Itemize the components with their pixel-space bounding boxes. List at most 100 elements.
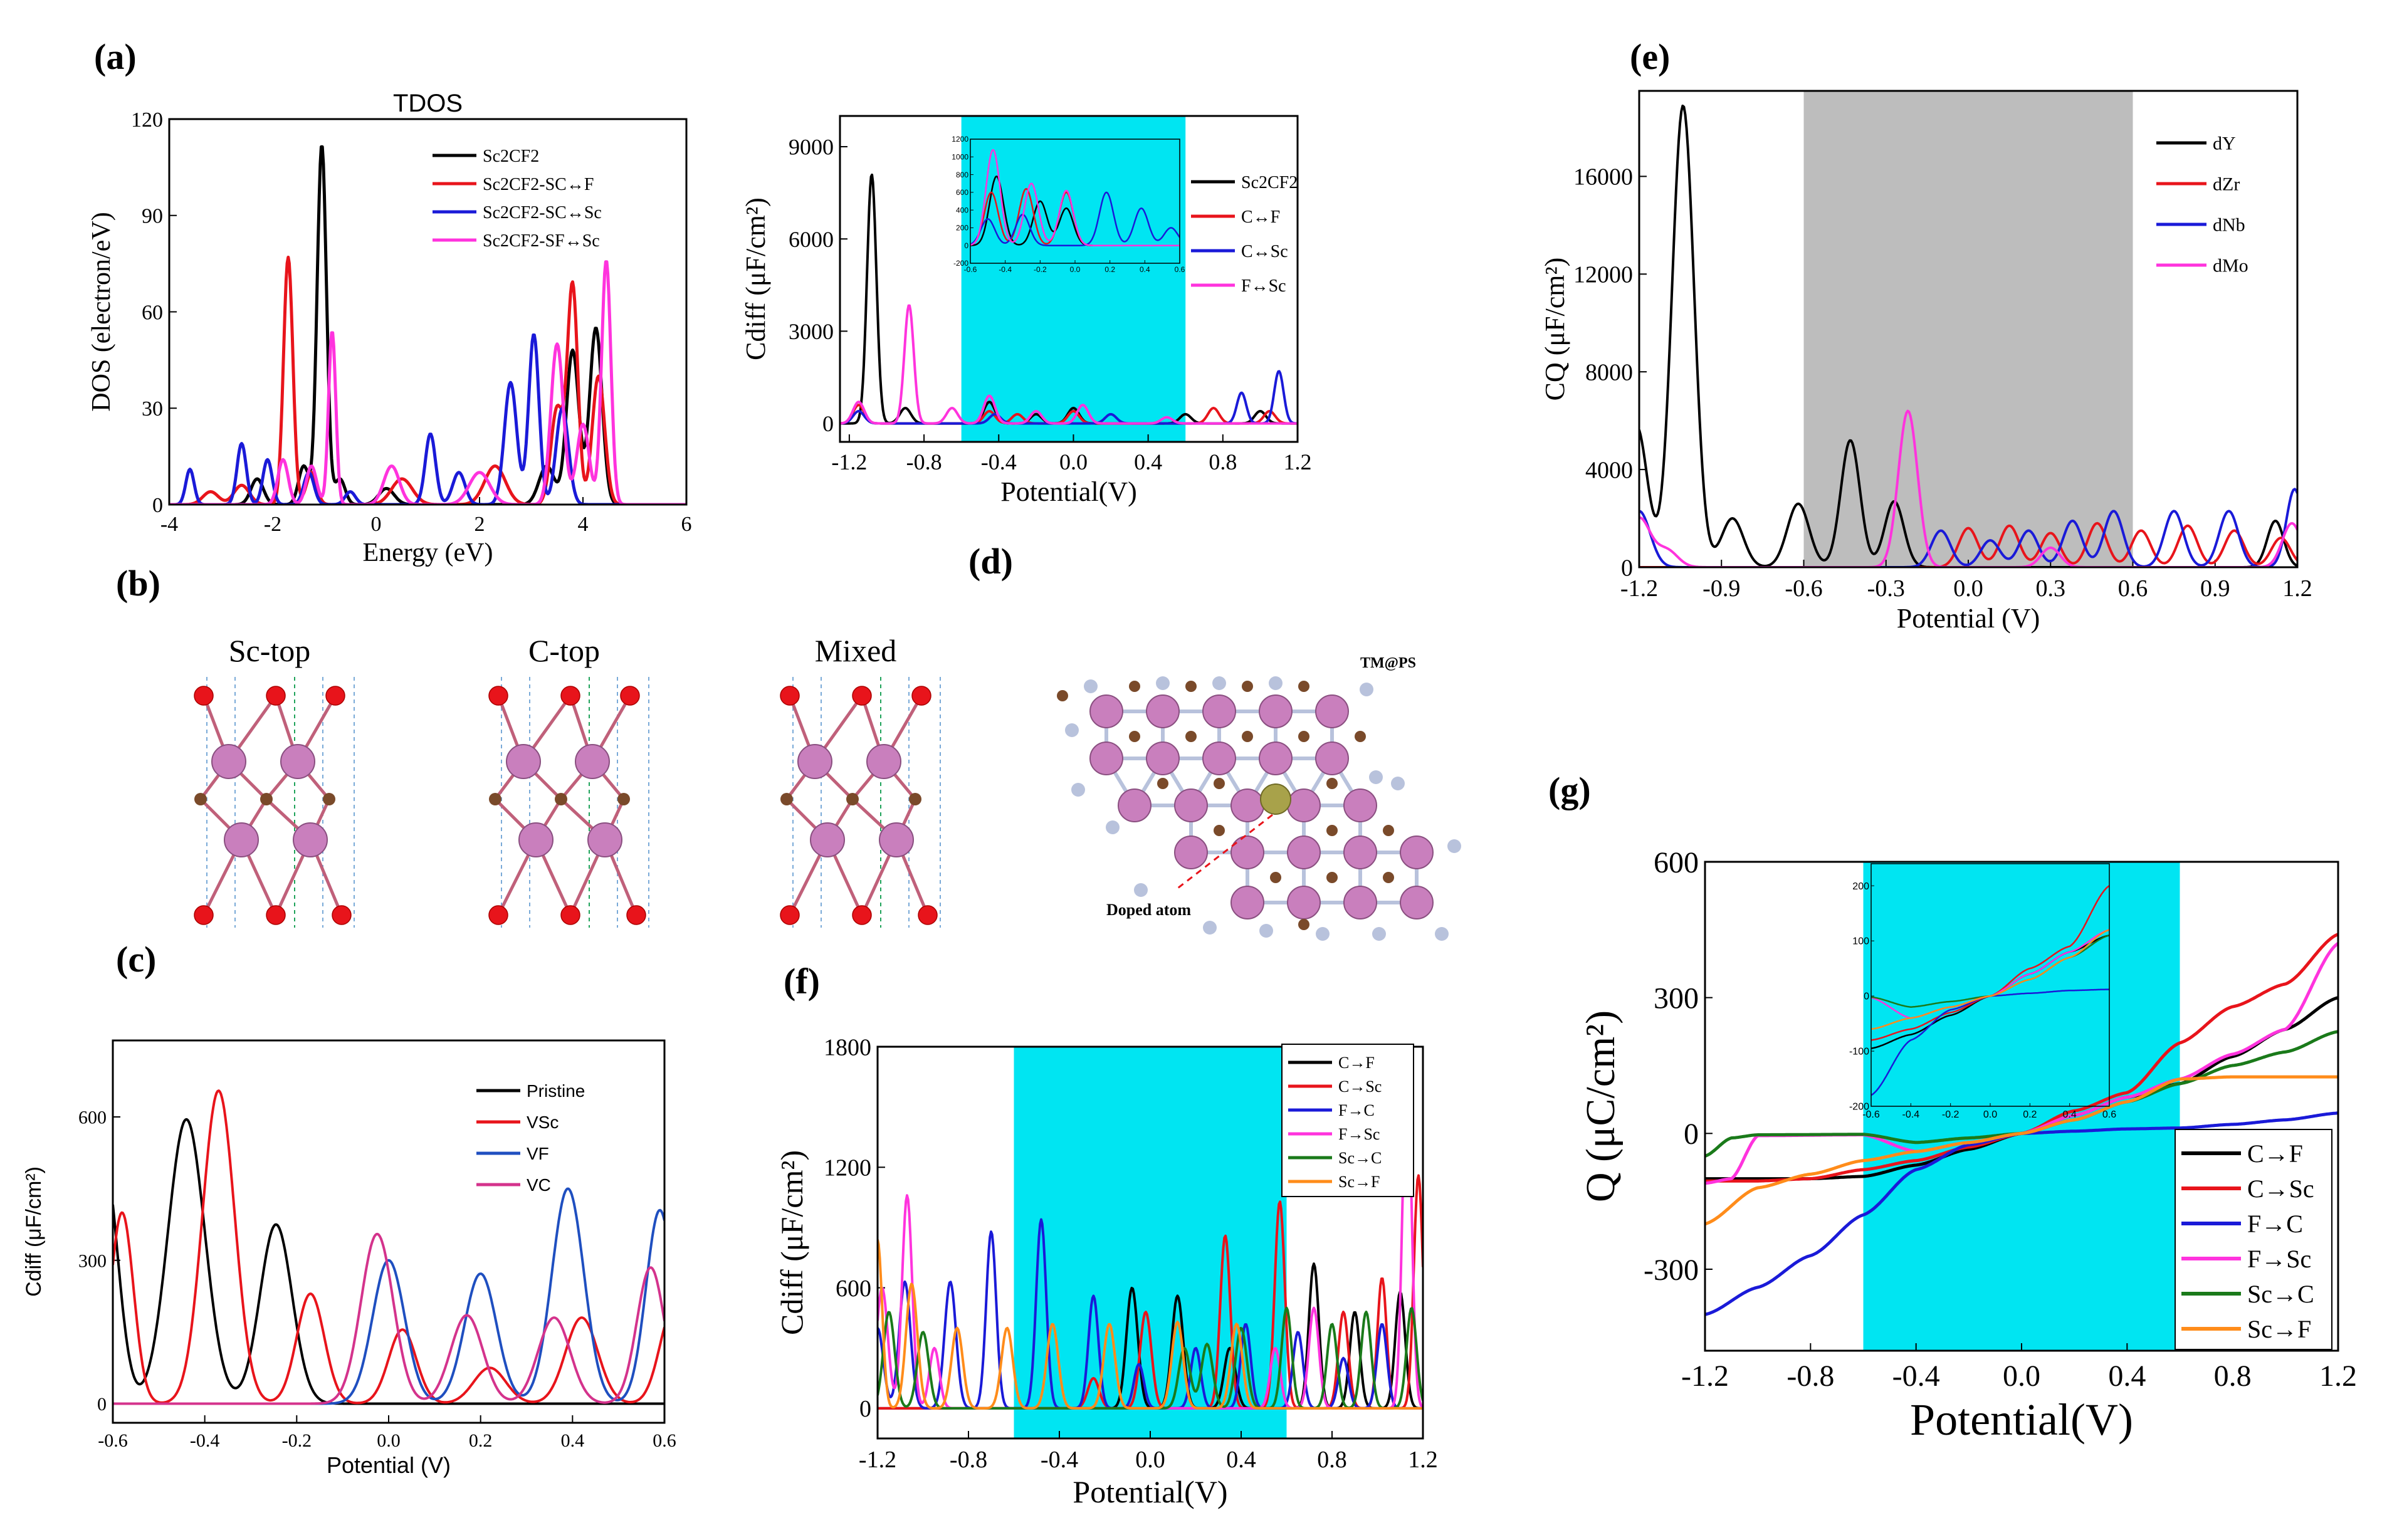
- chart-g-ytick-label-1: 0: [1684, 1118, 1699, 1151]
- chart-c-legend-label-2: VF: [527, 1144, 549, 1163]
- slab-mixed: [780, 677, 941, 928]
- slab-sc-top: [194, 677, 355, 928]
- chart-c-xtick-label-4: 0.2: [469, 1430, 493, 1451]
- chart-e-legend-label-0: dY: [2213, 134, 2236, 154]
- chart-d-inset-ytick-label-3: 400: [956, 206, 968, 214]
- chart-d-inset-xtick-label-2: -0.2: [1034, 265, 1047, 274]
- lattice-big-atom-23: [1400, 886, 1434, 919]
- lattice-c-atom-7: [1242, 731, 1253, 742]
- panel-label-g: (g): [1548, 770, 1591, 810]
- lattice-big-atom-12: [1230, 788, 1264, 822]
- chart-a-ytick-label-1: 30: [142, 397, 163, 421]
- chart-a-xtick-label-4: 4: [578, 513, 589, 536]
- lattice-c-atom-4: [1298, 681, 1309, 692]
- chart-d-inset-xtick-label-1: -0.4: [999, 265, 1012, 274]
- chart-g-inset-xtick-label-3: 0.0: [1983, 1109, 1997, 1120]
- chart-f-series-5: [878, 1239, 1423, 1410]
- lattice-big-atom-14: [1343, 788, 1377, 822]
- chart-f-xtick-label-2: -0.4: [1041, 1447, 1078, 1473]
- chart-d-inset-series-3: [970, 149, 1180, 246]
- chart-f-xlabel: Potential(V): [1073, 1474, 1227, 1509]
- chart-c-xtick-label-5: 0.4: [561, 1430, 585, 1451]
- lattice-c-atom-17: [1326, 872, 1338, 883]
- slab-0-f-atom-0: [194, 686, 214, 706]
- lattice-h-atom-13: [1372, 927, 1386, 941]
- chart-e-plot-area: [1639, 104, 2297, 567]
- lattice-h-atom-16: [1391, 777, 1405, 790]
- chart-c-ytick-label-0: 0: [97, 1394, 107, 1415]
- chart-d-ytick-label-2: 6000: [789, 227, 834, 252]
- chart-f-xtick-label-6: 1.2: [1408, 1447, 1438, 1473]
- chart-f-xtick-label-4: 0.4: [1226, 1447, 1256, 1473]
- chart-f-legend-box: [1281, 1044, 1414, 1197]
- chart-g-legend-box: [2175, 1129, 2332, 1350]
- chart-f-legend-label-5: Sc→F: [1338, 1173, 1380, 1191]
- chart-g-inset: -0.6 -0.4 -0.2 0.0 0.2 0.4 0.6 -200 -100 0 100 200: [1849, 863, 2116, 1120]
- chart-g-legend-label-4: Sc→C: [2247, 1280, 2314, 1308]
- chart-a-ytick-label-0: 0: [152, 494, 163, 517]
- chart-d-inset-xtick-label-5: 0.4: [1140, 265, 1150, 274]
- lattice-big-atom-5: [1089, 741, 1123, 775]
- chart-c-plot-area: [113, 1089, 664, 1405]
- chart-a-xtick-label-1: -2: [264, 513, 281, 536]
- chart-g-series-5: [1705, 1075, 2338, 1226]
- chart-d-cdiff: -1.2 -0.8 -0.4 0.0 0.4 0.8 1.20300060009000Pot…: [740, 115, 1312, 507]
- slab-2-sc-atom-2: [810, 822, 845, 857]
- chart-a-axes-frame: [168, 118, 688, 506]
- lattice-c-atom-16: [1270, 872, 1281, 883]
- slab-0-f-atom-2: [325, 686, 345, 706]
- panel-label-e: (e): [1630, 36, 1670, 77]
- slab-2-f-atom-0: [780, 686, 800, 706]
- lattice-h-atom-10: [1203, 921, 1217, 935]
- chart-e-ytick-label-3: 12000: [1573, 262, 1633, 288]
- chart-g-inset-xtick-label-4: 0.2: [2023, 1109, 2037, 1120]
- chart-e-legend-label-2: dNb: [2213, 215, 2245, 236]
- chart-a-ytick-label-2: 60: [142, 301, 163, 324]
- chart-d-inset-ytick-label-1: 0: [964, 241, 968, 250]
- slab-0-f-atom-5: [332, 905, 352, 925]
- chart-d-inset-xtick-label-6: 0.6: [1175, 265, 1185, 274]
- slab-1-f-atom-4: [560, 905, 580, 925]
- lattice-big-atom-16: [1230, 835, 1264, 869]
- chart-d-shaded-region: [961, 116, 1186, 442]
- slab-0-f-atom-1: [266, 686, 286, 706]
- lattice-big-atom-6: [1146, 741, 1180, 775]
- chart-d-inset-plot-area: [970, 149, 1180, 246]
- chart-g-xtick-label-5: 0.8: [2214, 1359, 2252, 1393]
- chart-g-xtick-label-1: -0.8: [1786, 1359, 1834, 1393]
- slab-0-sc-atom-0: [211, 744, 246, 779]
- chart-a-legend-label-2: Sc2CF2-SC↔Sc: [483, 203, 602, 223]
- chart-e-shaded-region: [1803, 91, 2133, 567]
- tm-ps-label: TM@PS: [1360, 655, 1416, 671]
- lattice-h-atom-7: [1369, 770, 1383, 784]
- chart-e-xtick-label-0: -1.2: [1620, 575, 1658, 602]
- slab-1-f-atom-3: [488, 905, 508, 925]
- chart-d-legend-label-1: C↔F: [1241, 207, 1280, 227]
- chart-e-xtick-label-4: 0.0: [1953, 575, 1983, 602]
- chart-c-ytick-label-2: 600: [78, 1108, 107, 1128]
- panel-label-d: (d): [968, 541, 1013, 582]
- chart-g-legend-label-3: F→Sc: [2247, 1245, 2311, 1273]
- chart-f-ytick-label-0: 0: [859, 1396, 871, 1422]
- tm-ps-lattice: [1057, 676, 1461, 941]
- chart-d-xtick-label-4: 0.4: [1134, 449, 1162, 474]
- chart-d-legend-label-3: F↔Sc: [1241, 276, 1286, 296]
- slab-0-sc-atom-2: [224, 822, 259, 857]
- chart-c-series-0: [113, 1118, 664, 1405]
- panel-d-tm-ps-structure: TM@PS Doped atom: [1057, 655, 1461, 941]
- chart-a-ytick-label-3: 90: [142, 205, 163, 228]
- slab-0-c-atom-2: [323, 793, 335, 805]
- lattice-big-atom-1: [1146, 694, 1180, 728]
- slab-1-f-atom-1: [560, 686, 580, 706]
- lattice-h-atom-2: [1212, 676, 1226, 690]
- chart-e-xtick-label-8: 1.2: [2282, 575, 2312, 602]
- chart-a-ylabel: DOS (electron/eV): [87, 212, 116, 411]
- lattice-c-atom-5: [1129, 731, 1140, 742]
- chart-f-legend-label-4: Sc→C: [1338, 1149, 1382, 1167]
- lattice-c-atom-19: [1298, 919, 1309, 930]
- lattice-c-atom-1: [1129, 681, 1140, 692]
- chart-f-xtick-label-1: -0.8: [950, 1447, 987, 1473]
- chart-e-series-1: [1639, 521, 2297, 567]
- slab-1-f-atom-0: [488, 686, 508, 706]
- chart-a-legend-label-0: Sc2CF2: [483, 147, 539, 166]
